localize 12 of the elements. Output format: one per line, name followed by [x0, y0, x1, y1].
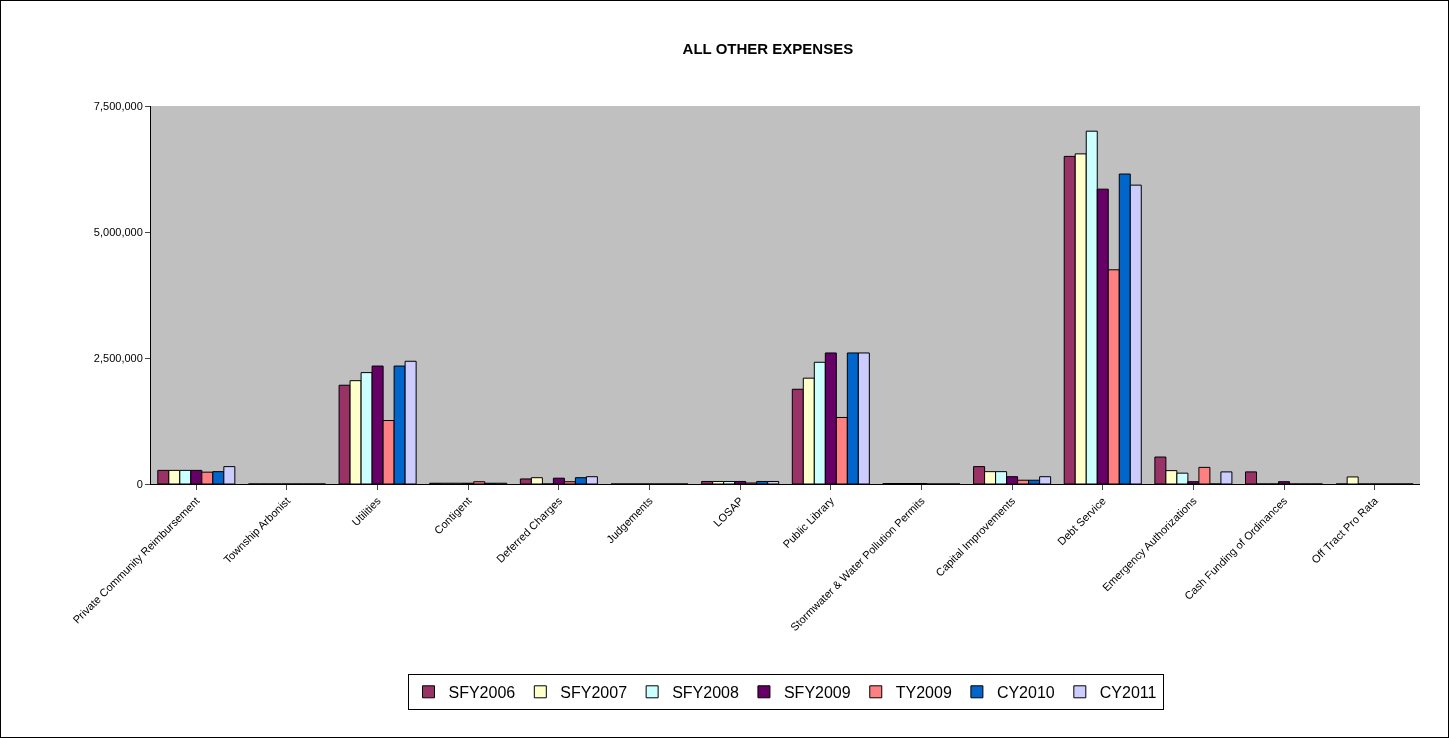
- y-tick-label: 5,000,000: [93, 225, 143, 238]
- legend-label: SFY2007: [560, 684, 628, 702]
- y-tick-label: 0: [136, 477, 143, 490]
- legend-label: SFY2008: [672, 684, 739, 702]
- y-tick-label: 2,500,000: [93, 351, 143, 364]
- legend-label: CY2010: [996, 684, 1055, 702]
- chart-title: ALL OTHER EXPENSES: [682, 40, 854, 58]
- legend-label: SFY2006: [448, 684, 516, 702]
- y-tick-label: 7,500,000: [93, 99, 143, 112]
- legend-label: CY2011: [1099, 684, 1157, 702]
- legend-label: TY2009: [895, 684, 952, 702]
- legend-label: SFY2009: [783, 684, 851, 702]
